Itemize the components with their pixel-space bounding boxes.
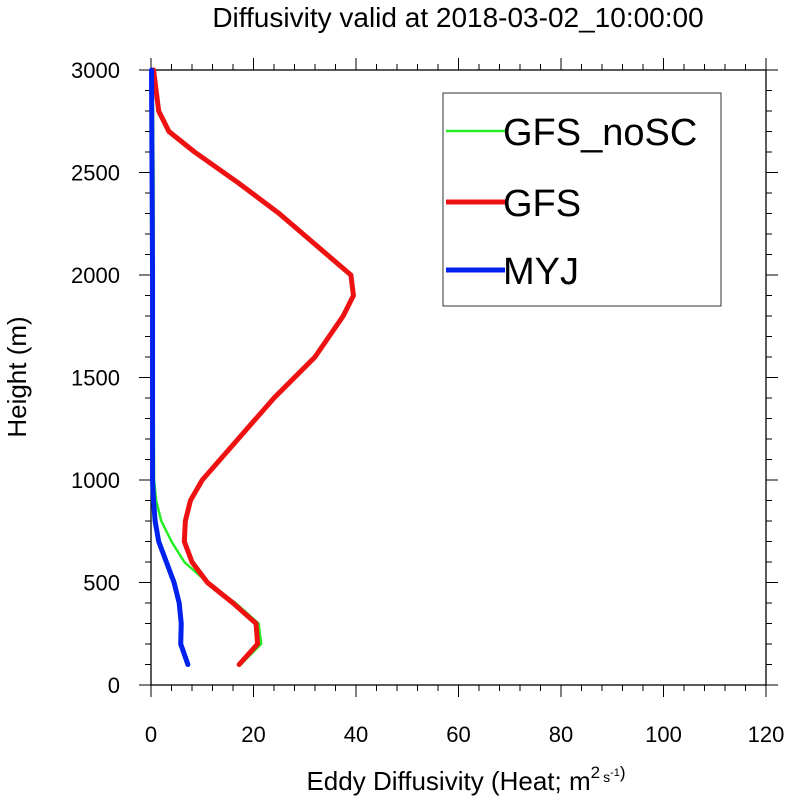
- y-tick-label: 0: [108, 673, 120, 698]
- x-tick-label: 120: [748, 722, 785, 747]
- x-axis-label-close: ): [620, 763, 626, 782]
- y-tick-label: 3000: [71, 58, 120, 83]
- x-tick-label: 20: [241, 722, 265, 747]
- y-tick-labels: 0 500 1000 1500 2000 2500 3000: [71, 58, 120, 698]
- x-tick-label: 40: [344, 722, 368, 747]
- y-tick-label: 1500: [71, 366, 120, 391]
- x-tick-label: 0: [145, 722, 157, 747]
- series-line-gfs: [151, 67, 356, 667]
- x-tick-labels: 0 20 40 60 80 100 120: [145, 722, 784, 747]
- x-axis-label-unit: s: [603, 769, 610, 785]
- legend-label: MYJ: [503, 251, 579, 293]
- x-tick-label: 60: [446, 722, 470, 747]
- x-tick-label: 80: [549, 722, 573, 747]
- series-lines: [149, 67, 356, 667]
- y-tick-label: 1000: [71, 468, 120, 493]
- y-tick-label: 2000: [71, 263, 120, 288]
- x-axis-label: Eddy Diffusivity (Heat; m2 s-1): [306, 763, 625, 796]
- y-tick-label: 2500: [71, 161, 120, 186]
- y-tick-label: 500: [83, 571, 120, 596]
- legend-label: GFS: [503, 183, 581, 225]
- x-tick-label: 100: [645, 722, 682, 747]
- legend-label: GFS_noSC: [503, 112, 697, 154]
- legend: GFS_noSC GFS MYJ: [446, 112, 697, 293]
- chart-title: Diffusivity valid at 2018-03-02_10:00:00: [212, 2, 703, 33]
- series-line-myj: [149, 67, 191, 667]
- x-axis-label-main: Eddy Diffusivity (Heat; m: [306, 766, 590, 796]
- x-axis-label-sup2: -1: [610, 767, 620, 779]
- y-axis-label: Height (m): [2, 316, 32, 437]
- x-axis-label-sup1: 2: [591, 763, 600, 782]
